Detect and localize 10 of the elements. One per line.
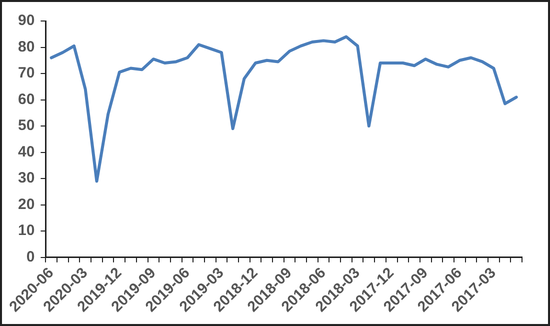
y-tick-label: 40	[18, 143, 35, 160]
y-tick-label: 90	[18, 12, 35, 30]
y-tick-label: 60	[18, 90, 35, 108]
y-tick-label: 20	[18, 196, 35, 213]
y-tick-label: 10	[18, 222, 35, 240]
y-tick-label: 50	[18, 117, 35, 134]
y-tick-label: 80	[18, 38, 35, 56]
y-tick-label: 30	[18, 170, 35, 187]
y-tick-label: 70	[18, 64, 35, 82]
y-tick-label: 0	[26, 248, 35, 266]
